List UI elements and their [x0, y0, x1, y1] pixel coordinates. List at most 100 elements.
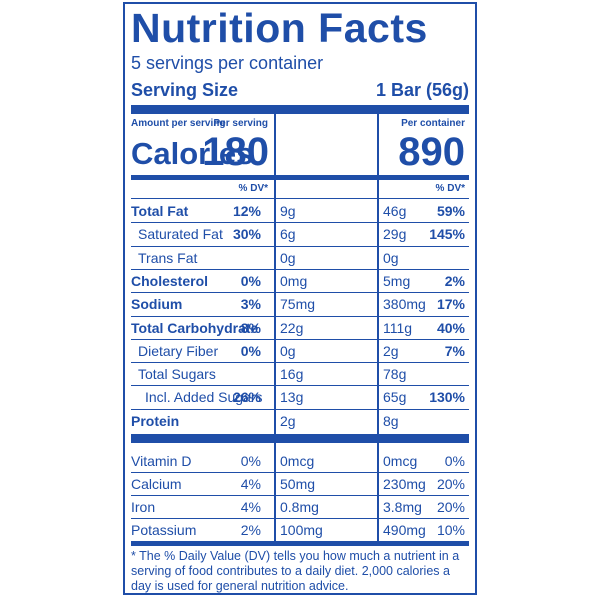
nutrient-container-amount: 5mg [383, 272, 411, 289]
vitamin-container-amount: 230mg [383, 476, 426, 492]
nutrient-serving-amount: 2g [280, 412, 296, 429]
nutrient-row: Saturated Fat 6g 30% 29g 145% [131, 223, 469, 246]
vitamin-name: Iron [131, 499, 156, 515]
vitamin-row: Iron 0.8mg 4% 3.8mg 20% [131, 496, 469, 519]
amount-per-serving: Amount per serving [131, 118, 226, 129]
servings-per-container: 5 servings per container [131, 53, 324, 73]
vitamin-row: Vitamin D 0mcg 0% 0mcg 0% [131, 450, 469, 473]
nutrient-serving-amount: 22g [280, 319, 304, 336]
vitamin-container-amount: 3.8mg [383, 499, 422, 515]
nutrient-row: Total Fat 9g 12% 46g 59% [131, 200, 469, 223]
nutrient-container-dv: 40% [436, 319, 465, 336]
nutrient-container-amount: 2g [383, 342, 399, 359]
nutrient-serving-amount: 0g [280, 342, 296, 359]
row-divider [131, 245, 469, 247]
vitamin-name: Vitamin D [131, 453, 192, 469]
vitamin-container-dv: 20% [436, 499, 465, 515]
nutrient-name: Saturated Fat [138, 226, 223, 243]
bottom-divider [131, 541, 469, 546]
nutrient-container-amount: 29g [383, 226, 407, 243]
dv-header-container: % DV* [435, 183, 465, 194]
nutrient-container-dv: 130% [429, 389, 465, 406]
vitamin-name: Potassium [131, 522, 197, 538]
nutrient-row: Dietary Fiber 0g 0% 2g 7% [131, 340, 469, 363]
nutrient-name: Sodium [131, 296, 183, 313]
nutrient-row: Incl. Added Sugars 13g 26% 65g 130% [131, 386, 469, 409]
nutrient-serving-amount: 0g [280, 249, 296, 266]
nutrient-container-amount: 8g [383, 412, 399, 429]
per-serving-header: Per serving [213, 118, 268, 129]
thick-divider-top [131, 105, 469, 114]
nutrient-container-amount: 65g [383, 389, 407, 406]
nutrient-serving-dv: 8% [240, 319, 261, 336]
nutrient-serving-amount: 0mg [280, 272, 308, 289]
calories-per-serving: 180 [202, 130, 269, 174]
nutrient-serving-dv: 12% [232, 203, 261, 219]
row-divider [131, 338, 469, 340]
vitamin-row: Potassium 100mg 2% 490mg 10% [131, 519, 469, 542]
nutrient-row: Cholesterol 0mg 0% 5mg 2% [131, 270, 469, 293]
row-divider [131, 362, 469, 364]
nutrient-name: Total Sugars [138, 366, 216, 383]
nutrient-serving-dv: 3% [240, 296, 261, 313]
vitamin-container-amount: 490mg [383, 522, 426, 538]
vitamin-name: Calcium [131, 476, 182, 492]
label-title: Nutrition Facts [131, 5, 428, 51]
nutrient-name: Incl. Added Sugars [145, 389, 263, 406]
nutrition-facts-label: Nutrition Facts 5 servings per container… [123, 2, 477, 595]
nutrient-row: Total Sugars 16g 78g [131, 363, 469, 386]
label-content: Nutrition Facts 5 servings per container… [131, 4, 469, 593]
column-divider-1 [274, 114, 276, 544]
row-divider [131, 495, 469, 496]
nutrient-row: Total Carbohydrate 22g 8% 111g 40% [131, 317, 469, 340]
vitamin-serving-dv: 4% [240, 476, 261, 492]
serving-size-value: 1 Bar (56g) [375, 80, 469, 100]
nutrient-serving-dv: 30% [232, 226, 261, 243]
serving-size-row: Serving Size 1 Bar (56g) [131, 79, 469, 101]
column-divider-2 [377, 114, 379, 544]
vitamin-container-amount: 0mcg [383, 453, 418, 469]
medium-divider [131, 175, 469, 180]
vitamin-container-dv: 0% [444, 453, 465, 469]
dv-header-serving: % DV* [238, 183, 268, 194]
calories-per-container: 890 [398, 130, 465, 174]
row-divider [131, 518, 469, 519]
nutrient-row: Trans Fat 0g 0g [131, 247, 469, 270]
row-divider [131, 472, 469, 473]
nutrient-row: Protein 2g 8g [131, 410, 469, 433]
row-divider [131, 268, 469, 270]
vitamin-serving-amount: 0.8mg [280, 499, 319, 515]
nutrient-container-amount: 78g [383, 366, 407, 383]
serving-size-label: Serving Size [131, 80, 239, 100]
nutrient-name: Total Carbohydrate [131, 319, 259, 336]
nutrient-row: Sodium 75mg 3% 380mg 17% [131, 293, 469, 316]
row-divider [131, 315, 469, 317]
nutrient-serving-amount: 16g [280, 366, 304, 383]
nutrient-serving-amount: 9g [280, 203, 296, 219]
footnote: * The % Daily Value (DV) tells you how m… [131, 549, 460, 593]
vitamin-serving-dv: 2% [240, 522, 261, 538]
row-divider [131, 292, 469, 294]
nutrient-container-dv: 7% [444, 342, 465, 359]
per-container-header: Per container [401, 118, 465, 129]
nutrient-serving-dv: 26% [232, 389, 261, 406]
nutrient-name: Trans Fat [138, 249, 198, 266]
vitamin-serving-amount: 100mg [280, 522, 323, 538]
row-divider [131, 222, 469, 224]
nutrient-container-amount: 0g [383, 249, 399, 266]
row-divider [131, 385, 469, 387]
nutrient-serving-amount: 6g [280, 226, 296, 243]
thick-divider-middle [131, 434, 469, 443]
nutrient-container-dv: 17% [436, 296, 465, 313]
nutrient-container-dv: 145% [429, 226, 465, 243]
nutrient-container-amount: 111g [383, 319, 413, 336]
row-divider [131, 198, 469, 199]
nutrient-name: Cholesterol [131, 272, 209, 289]
nutrient-container-dv: 2% [444, 272, 465, 289]
vitamin-serving-dv: 0% [240, 453, 261, 469]
nutrient-serving-amount: 13g [280, 389, 304, 406]
row-divider [131, 408, 469, 410]
nutrient-container-amount: 46g [383, 203, 407, 219]
nutrient-name: Protein [131, 412, 180, 429]
vitamin-row: Calcium 50mg 4% 230mg 20% [131, 473, 469, 496]
